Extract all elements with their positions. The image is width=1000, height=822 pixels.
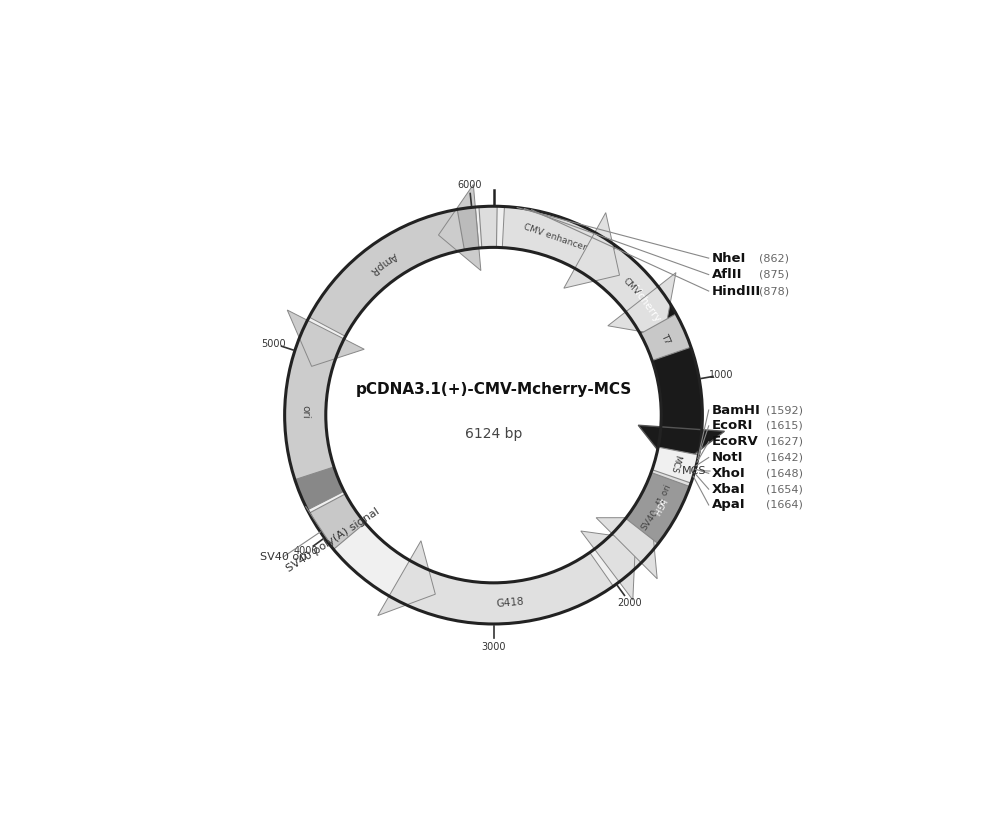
Text: 3000: 3000 <box>481 642 506 652</box>
Polygon shape <box>626 473 690 543</box>
Polygon shape <box>438 184 481 270</box>
Text: ori: ori <box>300 405 310 418</box>
Circle shape <box>326 247 661 583</box>
Text: 6124 bp: 6124 bp <box>465 427 522 441</box>
Text: G418: G418 <box>496 597 524 609</box>
Polygon shape <box>309 494 365 549</box>
Text: AmpR: AmpR <box>367 250 398 276</box>
Text: HindIII: HindIII <box>712 284 761 298</box>
Text: (1592): (1592) <box>766 405 803 415</box>
Text: AflII: AflII <box>712 268 742 281</box>
Text: (1627): (1627) <box>766 436 803 446</box>
Text: (1642): (1642) <box>766 453 803 463</box>
Text: 2000: 2000 <box>617 598 642 607</box>
Polygon shape <box>592 246 671 326</box>
Text: (1664): (1664) <box>766 500 803 510</box>
Polygon shape <box>581 531 636 600</box>
Text: MCS: MCS <box>682 466 707 476</box>
Text: 4000: 4000 <box>294 547 318 556</box>
Polygon shape <box>596 518 657 579</box>
Text: SV40: SV40 <box>639 508 660 533</box>
Text: (1648): (1648) <box>766 469 803 478</box>
Polygon shape <box>640 314 691 361</box>
Polygon shape <box>378 541 435 616</box>
Text: NheI: NheI <box>712 252 746 265</box>
Text: EcoRV: EcoRV <box>712 435 759 448</box>
Text: MCS: MCS <box>669 454 682 474</box>
Text: EcoRI: EcoRI <box>712 419 753 432</box>
Polygon shape <box>479 206 497 247</box>
Polygon shape <box>622 444 699 549</box>
Circle shape <box>285 206 702 624</box>
Polygon shape <box>652 447 699 483</box>
Polygon shape <box>638 425 724 470</box>
Text: NotI: NotI <box>712 451 743 464</box>
Text: CMV: CMV <box>621 276 641 297</box>
Text: ApaI: ApaI <box>712 498 746 511</box>
Text: (1615): (1615) <box>766 421 802 431</box>
Text: T7: T7 <box>659 332 672 345</box>
Text: CMV enhancer: CMV enhancer <box>522 222 587 252</box>
Polygon shape <box>457 207 479 250</box>
Text: XbaI: XbaI <box>712 483 746 496</box>
Text: (875): (875) <box>759 270 789 279</box>
Polygon shape <box>606 473 690 570</box>
Text: SV40 poly(A) signal: SV40 poly(A) signal <box>285 506 381 574</box>
Text: XhoI: XhoI <box>712 467 746 480</box>
Text: (878): (878) <box>759 286 789 296</box>
Text: Mcherry: Mcherry <box>629 284 662 325</box>
Polygon shape <box>564 213 620 289</box>
Polygon shape <box>285 337 338 487</box>
Text: 5000: 5000 <box>261 339 286 349</box>
Text: f1 ori: f1 ori <box>655 483 673 506</box>
Text: SV40 ori: SV40 ori <box>260 552 307 561</box>
Text: 6000: 6000 <box>457 180 482 190</box>
Text: pCDNA3.1(+)-CMV-Mcherry-MCS: pCDNA3.1(+)-CMV-Mcherry-MCS <box>355 382 632 397</box>
Text: bGH: bGH <box>650 496 667 516</box>
Text: (862): (862) <box>759 253 789 263</box>
Polygon shape <box>608 273 676 335</box>
Polygon shape <box>517 208 702 451</box>
Text: 1000: 1000 <box>709 370 734 380</box>
Polygon shape <box>309 210 464 336</box>
Polygon shape <box>405 552 613 624</box>
Text: (1654): (1654) <box>766 484 803 494</box>
Text: BamHI: BamHI <box>712 404 761 417</box>
Polygon shape <box>287 310 364 367</box>
Polygon shape <box>502 206 613 278</box>
Polygon shape <box>295 467 344 510</box>
